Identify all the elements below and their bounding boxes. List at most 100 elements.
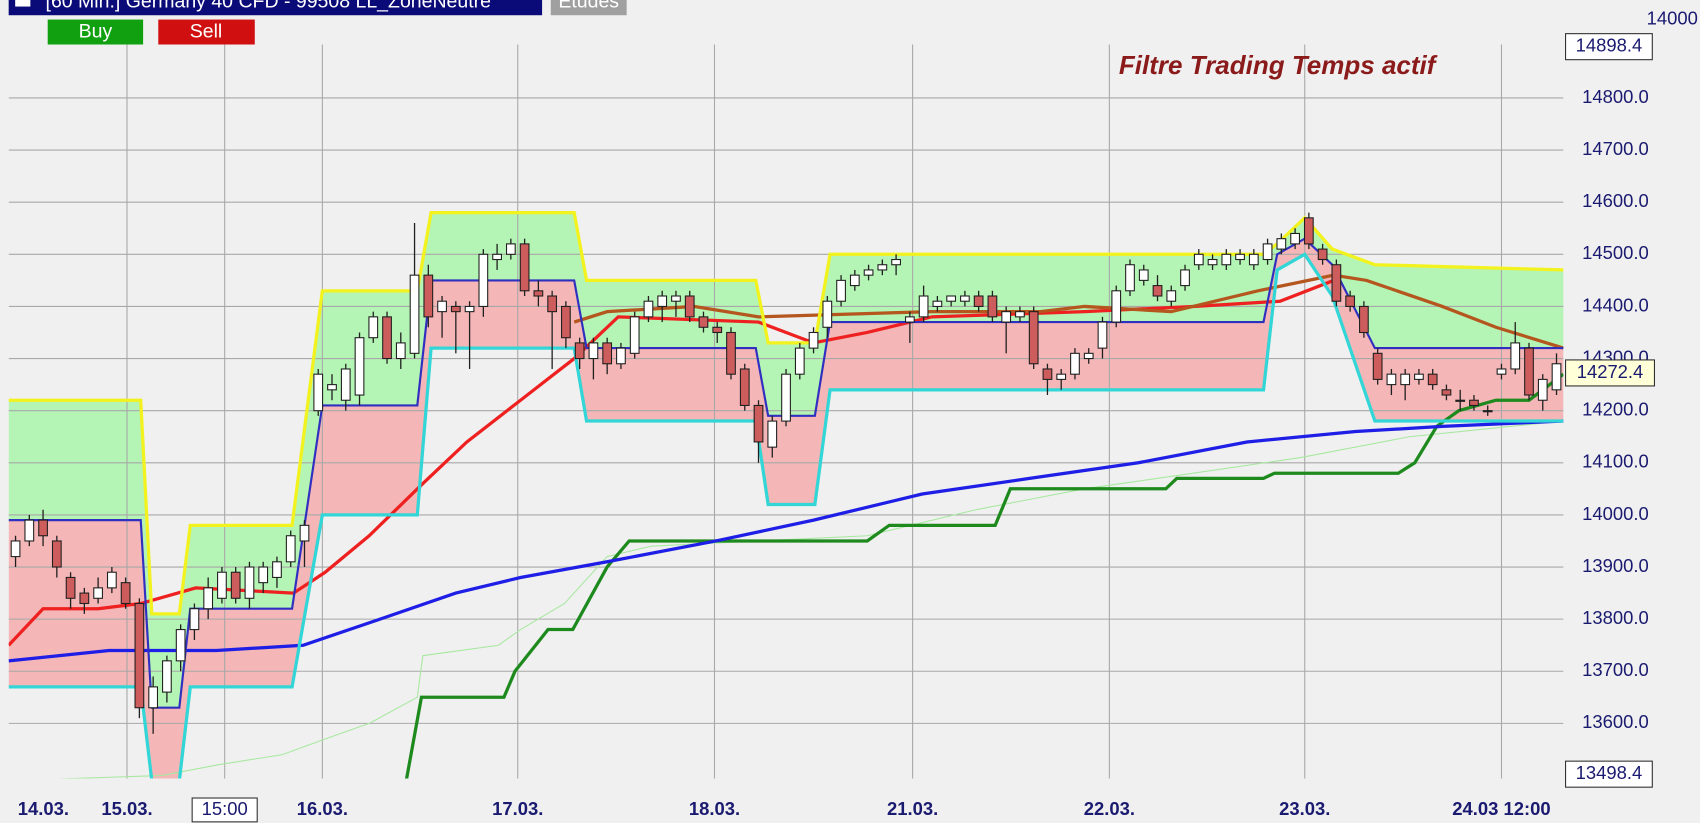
candle-body (836, 279, 846, 302)
candle-body (120, 582, 131, 605)
last-price-box (1565, 359, 1656, 387)
candle-body (395, 342, 406, 360)
candle-body (464, 305, 475, 313)
y-tick-label: 14500.0 (1582, 242, 1649, 263)
candle-body (547, 295, 558, 313)
candle-body (423, 274, 434, 318)
candle-body (519, 243, 530, 292)
candle-body (918, 295, 929, 318)
candle-body (51, 540, 62, 568)
buy-button[interactable] (47, 19, 144, 45)
candle-body (561, 305, 571, 339)
candle-body (946, 295, 957, 302)
candle-body (382, 316, 392, 360)
range-box (1565, 760, 1653, 788)
y-tick-label: 13900.0 (1582, 555, 1649, 576)
candle-body (217, 571, 227, 599)
header-title: [60 Min.] Germany 40 CFD - 99508 LL_Zone… (46, 0, 491, 12)
candle-body (368, 316, 379, 339)
candle-body (863, 269, 874, 276)
candle-body (285, 535, 296, 563)
candle-body (712, 326, 723, 334)
range-label: 13498.4 (1576, 762, 1643, 783)
x-tick-label: 18.03. (689, 798, 740, 819)
x-tick-label: 16.03. (297, 798, 348, 819)
candle-body (891, 258, 901, 266)
candle-body (1235, 253, 1245, 261)
candle-body (505, 243, 516, 255)
candle-body (258, 566, 269, 584)
last-price-label: 14272.4 (1577, 361, 1644, 382)
candle-body (1125, 264, 1135, 292)
annotation: Filtre Trading Temps actif (1119, 50, 1438, 80)
candle-body (299, 524, 310, 542)
y-tick-label: 13800.0 (1582, 607, 1649, 628)
y-tick-label: 14600.0 (1582, 190, 1649, 211)
candle-body (1290, 232, 1300, 245)
plot-area (8, 44, 1564, 779)
candle-body (684, 295, 695, 318)
channel-lower (8, 252, 1564, 779)
sell-label[interactable]: Sell (190, 21, 223, 43)
candle-body (629, 316, 640, 354)
candle-body (1097, 321, 1108, 349)
candle-body (1414, 373, 1424, 380)
candle-body (203, 587, 214, 610)
candle-body (588, 342, 599, 360)
range-box (1565, 33, 1653, 61)
candle-body (134, 602, 145, 709)
candle-body (65, 576, 76, 599)
candle-body (1331, 264, 1342, 302)
candle-body (1359, 305, 1369, 334)
candle-body (93, 587, 103, 599)
candle-body (602, 342, 613, 365)
y-tick-label: 14700.0 (1582, 138, 1649, 159)
candle-body (230, 571, 241, 599)
corner-label: 14000 (1647, 7, 1698, 28)
candle-body (175, 629, 186, 662)
candle-body (1193, 253, 1204, 266)
candle-body (450, 305, 461, 313)
candle-body (162, 660, 172, 693)
candle-body (10, 540, 21, 558)
candle-body (767, 420, 778, 448)
candle-body (643, 300, 654, 318)
candle-body (1262, 243, 1273, 261)
candle-body (1138, 269, 1149, 281)
cursor-box (191, 797, 258, 823)
cursor-label: 15:00 (202, 798, 248, 819)
lower-zone (8, 238, 1564, 779)
y-tick-label: 14000.0 (1582, 503, 1649, 524)
candle-body (808, 331, 819, 349)
tab-label[interactable]: Etudes (558, 0, 619, 12)
header-bar (8, 0, 543, 16)
candle-body (781, 373, 791, 422)
candle-body (1111, 290, 1122, 323)
candle-body (492, 253, 502, 261)
sell-button[interactable] (158, 19, 255, 45)
candle-body (313, 373, 324, 412)
candle-body (849, 274, 860, 287)
candle-body (106, 571, 117, 589)
candle-body (1001, 311, 1012, 323)
candle-body (1152, 285, 1163, 297)
candle-body (698, 316, 709, 328)
x-tick-label: 15.03. (101, 798, 152, 819)
candle-body (932, 300, 943, 307)
indicator-line (8, 419, 1564, 663)
x-tick-label: 22.03. (1084, 798, 1135, 819)
candle-body (533, 290, 544, 297)
candle-body (340, 368, 351, 401)
candle-body (1510, 342, 1521, 370)
candle-body (1221, 253, 1232, 266)
x-tick-label: 24.03 12:00 (1452, 798, 1550, 819)
buy-label[interactable]: Buy (79, 21, 113, 43)
candle-body (973, 295, 984, 307)
candle-body (574, 342, 585, 360)
tab[interactable] (550, 0, 627, 16)
lock-icon (15, 0, 31, 7)
x-tick-label: 14.03. (18, 798, 69, 819)
y-tick-label: 14400.0 (1582, 294, 1649, 315)
candle-body (38, 519, 48, 537)
candle-body (272, 561, 282, 578)
